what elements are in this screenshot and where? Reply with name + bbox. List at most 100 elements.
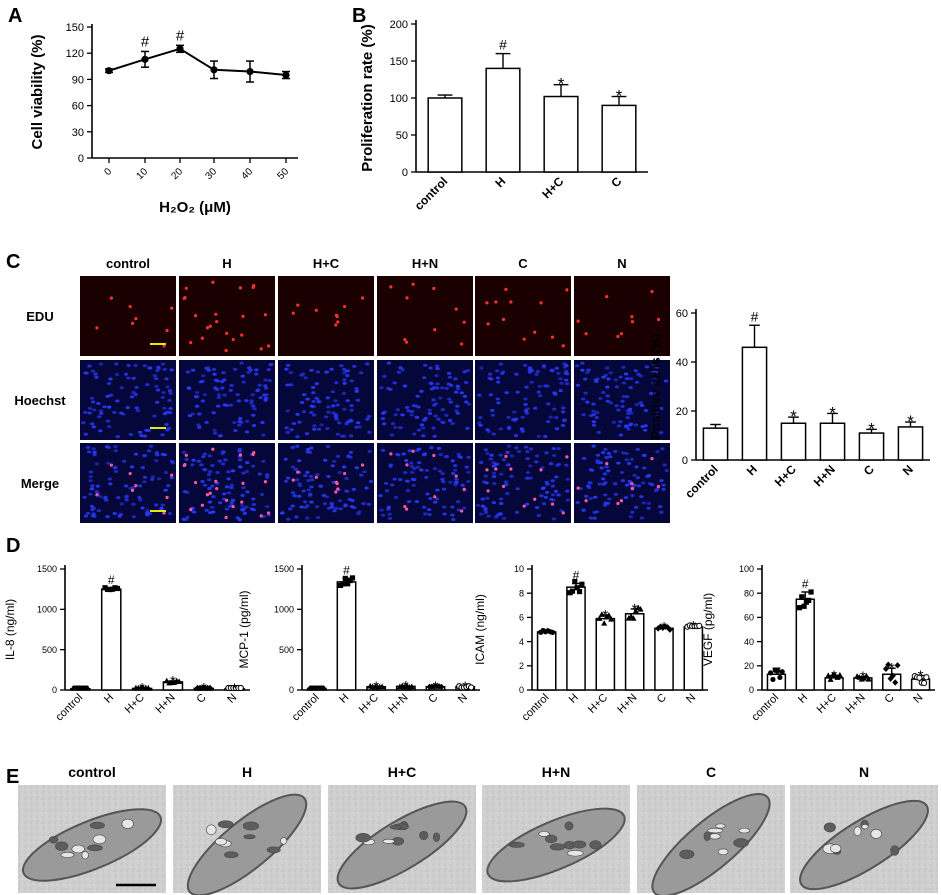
nucleus	[543, 384, 548, 388]
nucleus	[89, 504, 95, 508]
nucleus	[167, 389, 173, 393]
nucleus	[249, 399, 254, 403]
nucleus	[478, 461, 484, 465]
nucleus	[92, 453, 97, 457]
nucleus	[475, 503, 481, 507]
nucleus	[169, 476, 174, 480]
nucleus	[254, 372, 259, 376]
edu-positive-nucleus	[504, 454, 508, 459]
nucleus	[618, 420, 623, 424]
panel-letter-d: D	[6, 535, 20, 557]
nucleus	[646, 506, 651, 510]
nucleus	[630, 494, 635, 498]
nucleus	[309, 485, 314, 489]
nucleus	[657, 505, 663, 509]
nucleus	[634, 403, 640, 407]
nucleus	[216, 404, 221, 408]
y-tick-label: 20	[676, 406, 688, 418]
nucleus	[433, 414, 438, 418]
nucleus	[106, 446, 111, 450]
nucleus	[523, 397, 528, 401]
nucleus	[90, 422, 95, 426]
nucleus	[251, 502, 257, 506]
nucleus	[212, 431, 218, 435]
edu-positive-nucleus	[630, 482, 634, 486]
nucleus	[628, 377, 634, 381]
nucleus	[412, 432, 417, 436]
nucleus	[444, 413, 449, 417]
nucleus	[207, 454, 212, 458]
edu-positive-nucleus	[225, 331, 229, 335]
nucleus	[534, 454, 540, 458]
nucleus	[525, 457, 530, 461]
nucleus	[661, 487, 666, 491]
nucleus	[514, 446, 519, 450]
nucleus	[241, 486, 246, 490]
nucleus	[182, 490, 188, 494]
nucleus	[620, 404, 625, 408]
edu-positive-nucleus	[162, 511, 166, 515]
nucleus	[580, 368, 585, 372]
bar	[336, 581, 357, 691]
organelle	[60, 851, 75, 858]
nucleus	[440, 472, 445, 476]
nucleus	[404, 406, 410, 410]
nucleus	[204, 508, 209, 512]
microscopy-column-label: H+N	[412, 256, 438, 271]
nucleus	[616, 461, 621, 465]
organelle	[572, 840, 587, 849]
nucleus	[200, 479, 205, 483]
nucleus	[523, 409, 529, 413]
edu-positive-nucleus	[241, 481, 245, 485]
nucleus	[194, 390, 200, 394]
edu-positive-nucleus	[619, 499, 624, 503]
nucleus	[204, 420, 209, 424]
edu-positive-nucleus	[266, 344, 271, 348]
edu-positive-nucleus	[486, 489, 490, 493]
nucleus	[259, 492, 265, 496]
nucleus	[432, 467, 438, 471]
nucleus	[608, 371, 613, 375]
nucleus	[613, 449, 618, 453]
nucleus	[129, 465, 135, 469]
nucleus	[131, 390, 136, 394]
nucleus	[550, 479, 555, 483]
nucleus	[589, 468, 595, 472]
panel-letter-e: E	[6, 766, 19, 788]
significance-mark: *	[373, 678, 379, 695]
nucleus	[489, 377, 494, 381]
nucleus	[283, 479, 289, 483]
nucleus	[525, 471, 531, 475]
nucleus	[300, 372, 306, 376]
nucleus	[237, 423, 242, 427]
nucleus	[560, 424, 566, 428]
nucleus	[92, 514, 97, 518]
x-category-label: H	[337, 692, 351, 706]
nucleus	[168, 391, 173, 395]
edu-positive-nucleus	[565, 455, 569, 459]
nucleus	[367, 449, 372, 453]
nucleus	[640, 425, 645, 429]
nucleus	[462, 394, 468, 398]
nucleus	[479, 366, 484, 370]
nucleus	[131, 376, 136, 380]
nucleus	[154, 503, 159, 507]
nucleus	[538, 394, 543, 398]
data-point	[777, 674, 783, 681]
nucleus	[115, 435, 120, 439]
nucleus	[604, 455, 609, 459]
nucleus	[380, 417, 386, 421]
organelle	[382, 838, 395, 844]
nucleus	[91, 447, 96, 451]
edu-positive-nucleus	[433, 328, 437, 332]
nucleus	[382, 374, 387, 378]
nucleus	[198, 380, 204, 384]
edu-positive-nucleus	[462, 320, 466, 324]
nucleus	[299, 505, 304, 509]
nucleus	[483, 448, 489, 452]
edu-positive-nucleus	[650, 456, 654, 461]
significance-mark: #	[176, 27, 185, 44]
nucleus	[311, 405, 316, 409]
nucleus	[229, 502, 235, 506]
